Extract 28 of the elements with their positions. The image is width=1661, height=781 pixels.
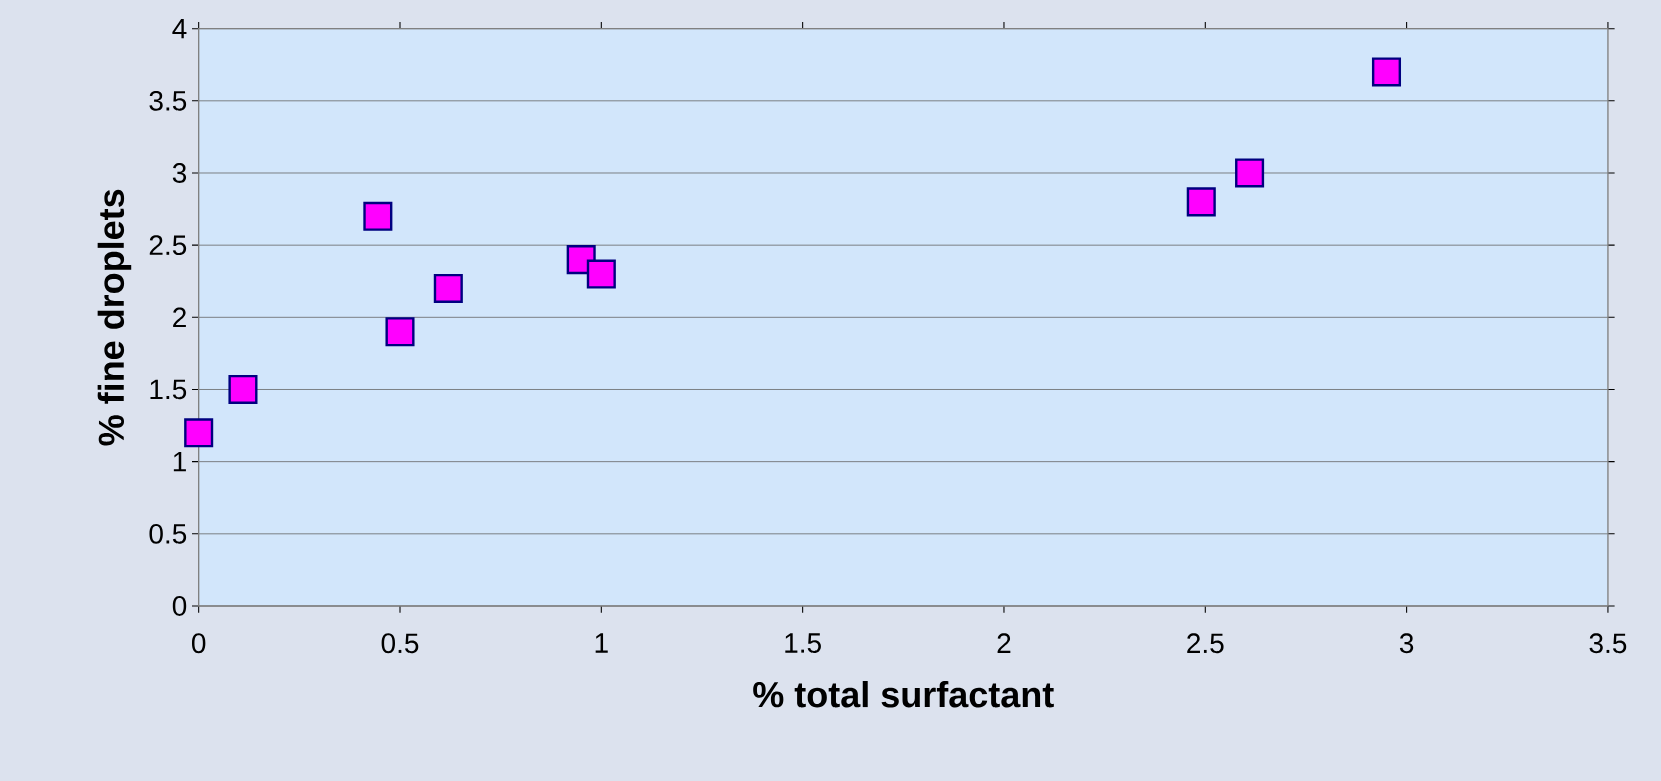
point [363,201,393,231]
point [433,273,463,303]
y-tick-label: 3.5 [149,90,187,111]
point [1235,158,1265,188]
y-tick-label: 2.5 [149,235,187,256]
x-tick-label: 2 [997,633,1011,653]
y-tick-label: 1.5 [150,379,187,400]
y-tick-label: 0 [172,596,187,616]
x-tick-label: 2.5 [1187,633,1224,654]
point [184,418,214,448]
point [228,374,258,405]
x-tick-label: 3 [1399,633,1414,654]
y-tick-label: 0.5 [149,523,187,544]
x-tick-label: 0.5 [381,633,419,654]
x-tick-label: 1.5 [785,633,821,653]
y-tick-label: 4 [172,19,187,39]
point [586,259,616,289]
x-axis-title: % total surfactant [753,681,1054,708]
x-tick-label: 3.5 [1589,633,1627,654]
y-tick-label: 1 [173,452,186,472]
y-tick-label: 3 [172,163,187,183]
point [1371,57,1402,87]
y-tick-label: 2 [173,307,186,328]
point [385,317,415,347]
x-tick-label: 0 [191,633,206,654]
x-tick-label: 1 [595,633,608,653]
point [1186,187,1216,217]
y-axis-title: % fine droplets [97,189,132,446]
